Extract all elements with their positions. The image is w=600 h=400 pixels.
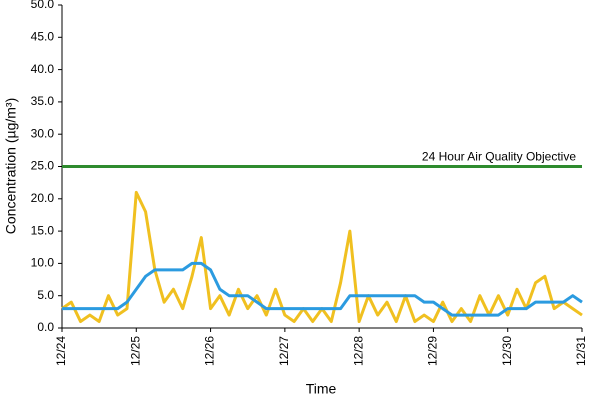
x-tick-label: 12/24 [54,336,68,366]
reference-label: 24 Hour Air Quality Objective [422,150,576,164]
y-axis-label: Concentration (µg/m³) [3,98,19,234]
x-tick-label: 12/29 [426,336,440,366]
x-tick-label: 12/28 [351,336,365,366]
x-tick-label: 12/30 [500,336,514,366]
series-line [62,261,583,317]
y-tick-label: 5.0 [37,288,54,302]
y-tick-label: 40.0 [31,62,55,76]
y-tick-label: 35.0 [31,94,55,108]
y-tick-label: 45.0 [31,29,55,43]
y-tick-label: 25.0 [31,159,55,173]
y-tick-label: 30.0 [31,126,55,140]
x-tick-label: 12/31 [574,336,588,366]
y-tick-label: 50.0 [31,0,55,11]
series-line [61,190,583,324]
y-tick-label: 15.0 [31,223,55,237]
x-tick-label: 12/25 [128,336,142,366]
y-tick-label: 20.0 [31,191,55,205]
x-axis-label: Time [306,381,337,397]
x-tick-label: 12/27 [277,336,291,366]
y-tick-label: 0.0 [37,320,54,334]
x-tick-label: 12/26 [203,336,217,366]
y-tick-label: 10.0 [31,256,55,270]
